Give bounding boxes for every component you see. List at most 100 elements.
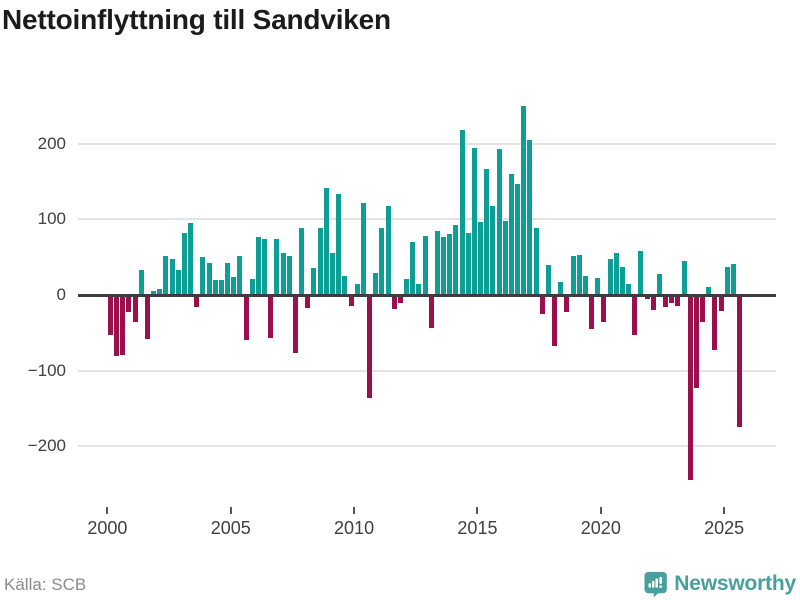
bar-2002q4 (175, 270, 181, 295)
bar-2000q2 (114, 295, 120, 357)
bar-2011q1 (379, 227, 385, 295)
bar-2004q1 (206, 263, 212, 295)
bar-2001q2 (138, 270, 144, 295)
bar-2012q1 (404, 279, 410, 295)
x-axis-label-2025: 2025 (704, 518, 745, 538)
bar-2000q4 (126, 295, 132, 313)
bar-2021q2 (632, 295, 638, 336)
bar-2012q4 (422, 235, 428, 295)
bar-2006q1 (255, 236, 261, 295)
bar-2013q2 (434, 230, 440, 295)
bar-2005q3 (243, 295, 249, 341)
bar-2000q1 (107, 295, 113, 336)
bar-2009q2 (336, 194, 342, 295)
bar-2018q2 (558, 282, 564, 295)
bar-2024q4 (718, 295, 724, 311)
bar-2016q4 (521, 105, 527, 295)
y-axis-label-−200: −200 (27, 436, 66, 456)
bar-2014q3 (465, 232, 471, 295)
bar-2018q1 (552, 295, 558, 347)
x-axis-tick-2000 (106, 507, 109, 514)
bar-2014q1 (453, 225, 459, 295)
bar-2021q1 (626, 284, 632, 295)
bar-2017q3 (539, 295, 545, 314)
bar-2025q2 (730, 263, 736, 295)
bar-2003q2 (188, 223, 194, 295)
bar-2021q3 (638, 251, 644, 295)
bar-2023q2 (681, 260, 687, 295)
bar-2011q3 (391, 295, 397, 309)
grid-line--100 (78, 369, 776, 372)
x-axis-label-2000: 2000 (87, 518, 128, 538)
x-axis-tick-2020 (599, 507, 602, 514)
y-axis-label-0: 0 (56, 285, 66, 304)
bar-2003q3 (194, 295, 200, 308)
y-axis-label-−100: −100 (27, 360, 66, 380)
plot-area (78, 95, 776, 505)
bar-2016q3 (515, 184, 521, 295)
bar-2008q3 (317, 227, 323, 295)
bar-2005q4 (249, 279, 255, 295)
bar-2007q4 (299, 227, 305, 295)
bar-2016q1 (502, 220, 508, 295)
bar-2022q3 (663, 295, 669, 308)
bar-2018q3 (564, 295, 570, 313)
bar-2012q2 (410, 242, 416, 295)
newsworthy-logo-icon (644, 571, 667, 597)
bar-2006q3 (268, 295, 274, 339)
bar-2020q1 (601, 295, 607, 323)
bar-2014q2 (459, 129, 465, 295)
bar-2017q1 (527, 139, 533, 295)
bar-2024q1 (700, 295, 706, 323)
x-axis-tick-2015 (476, 507, 479, 514)
bar-2019q3 (589, 295, 595, 330)
bar-2011q4 (397, 295, 403, 304)
bar-2002q3 (169, 259, 175, 295)
bar-2005q1 (231, 276, 237, 295)
bar-2001q4 (151, 291, 157, 295)
zero-line (78, 293, 776, 297)
x-axis-label-2020: 2020 (580, 518, 621, 538)
bar-2013q4 (447, 234, 453, 295)
bar-2012q3 (416, 283, 422, 295)
grid-line-200 (78, 142, 776, 145)
grid-line--200 (78, 445, 776, 448)
bar-2014q4 (471, 148, 477, 295)
bar-2020q4 (619, 266, 625, 295)
bar-2007q2 (286, 255, 292, 295)
bar-2025q3 (737, 295, 743, 428)
x-axis-tick-2025 (723, 507, 726, 514)
bar-2010q4 (373, 273, 379, 295)
x-axis-label-2005: 2005 (210, 518, 251, 538)
bar-2002q1 (157, 288, 163, 295)
bar-2023q1 (675, 295, 681, 307)
bar-2010q3 (367, 295, 372, 398)
bar-2019q2 (582, 276, 588, 295)
bar-2017q2 (533, 228, 539, 295)
bar-2004q2 (212, 279, 218, 295)
bar-2022q1 (650, 295, 656, 311)
newsworthy-logo: Newsworthy (644, 570, 796, 598)
bar-2025q1 (724, 266, 730, 295)
bar-2004q3 (218, 279, 224, 295)
y-axis-label-100: 100 (37, 209, 66, 229)
bar-2006q4 (274, 238, 280, 295)
bar-2006q2 (262, 238, 268, 295)
bar-2009q4 (348, 295, 354, 306)
bar-2015q2 (484, 168, 490, 295)
bar-2004q4 (225, 263, 231, 295)
y-axis-label-200: 200 (37, 133, 66, 153)
bar-2023q3 (687, 295, 693, 481)
bar-2018q4 (570, 256, 576, 295)
bar-2019q1 (576, 254, 582, 295)
grid-line-100 (78, 218, 776, 221)
x-axis-label-2015: 2015 (457, 518, 498, 538)
x-axis-tick-2010 (353, 507, 356, 514)
source-label: Källa: SCB (4, 575, 87, 594)
bar-2008q4 (323, 188, 329, 295)
bar-2010q1 (354, 283, 360, 295)
bar-2009q3 (342, 276, 348, 295)
bar-2015q4 (496, 148, 502, 295)
bar-2003q1 (181, 232, 187, 295)
